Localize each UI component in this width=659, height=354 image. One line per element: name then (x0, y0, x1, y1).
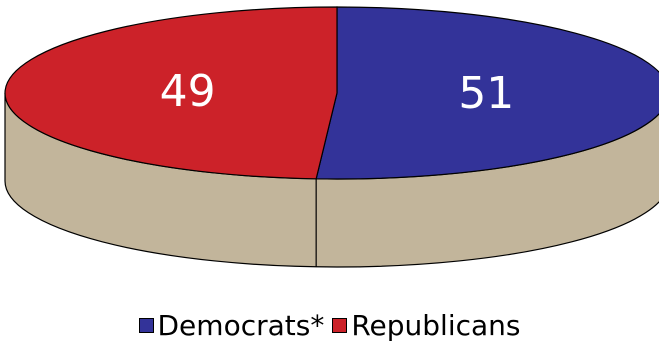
pie-slice-labels: 51 49 (160, 66, 515, 119)
pie-slice-label: 49 (160, 66, 216, 117)
legend-swatch-republicans (332, 317, 348, 333)
legend-label-democrats: Democrats* (157, 308, 325, 342)
legend-swatch-democrats (138, 317, 154, 333)
legend-item-republicans: Republicans (332, 308, 521, 342)
pie-slice-label: 51 (458, 68, 514, 119)
pie-top-slices (4, 6, 659, 180)
pie-slice-democrats (315, 6, 659, 180)
legend: Democrats* Republicans (0, 308, 659, 342)
legend-item-democrats: Democrats* (138, 308, 325, 342)
pie-slice-republicans (4, 6, 338, 180)
legend-label-republicans: Republicans (351, 308, 521, 342)
pie-chart: 51 49 (4, 6, 659, 268)
